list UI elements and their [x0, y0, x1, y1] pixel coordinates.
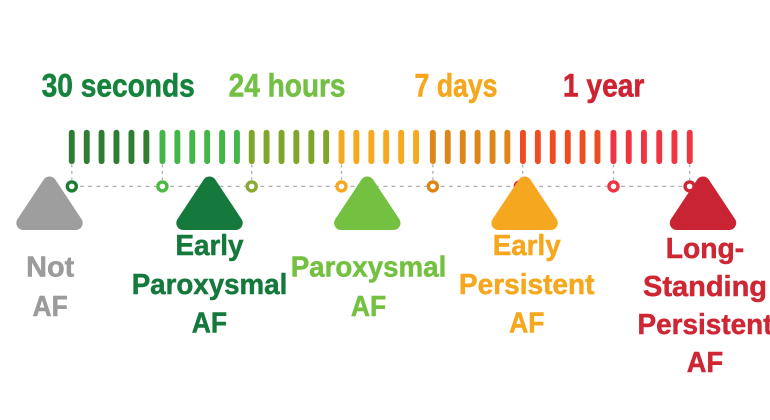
svg-text:AF: AF [33, 291, 68, 323]
svg-text:Not: Not [26, 252, 75, 284]
svg-text:AF: AF [351, 291, 386, 323]
svg-text:Paroxysmal: Paroxysmal [291, 252, 447, 284]
svg-text:24 hours: 24 hours [229, 68, 346, 104]
svg-text:AF: AF [687, 347, 723, 379]
svg-text:Long-: Long- [666, 233, 744, 265]
svg-text:Persistent: Persistent [459, 269, 595, 301]
svg-text:7 days: 7 days [415, 68, 498, 104]
svg-text:Paroxysmal: Paroxysmal [132, 269, 288, 301]
svg-text:Persistent: Persistent [638, 309, 770, 341]
svg-text:AF: AF [509, 308, 544, 340]
svg-text:AF: AF [192, 308, 227, 340]
svg-text:Early: Early [176, 230, 244, 262]
svg-text:Early: Early [493, 230, 561, 262]
svg-text:Standing: Standing [643, 271, 767, 303]
svg-text:30 seconds: 30 seconds [42, 68, 195, 104]
svg-text:1 year: 1 year [563, 68, 645, 104]
